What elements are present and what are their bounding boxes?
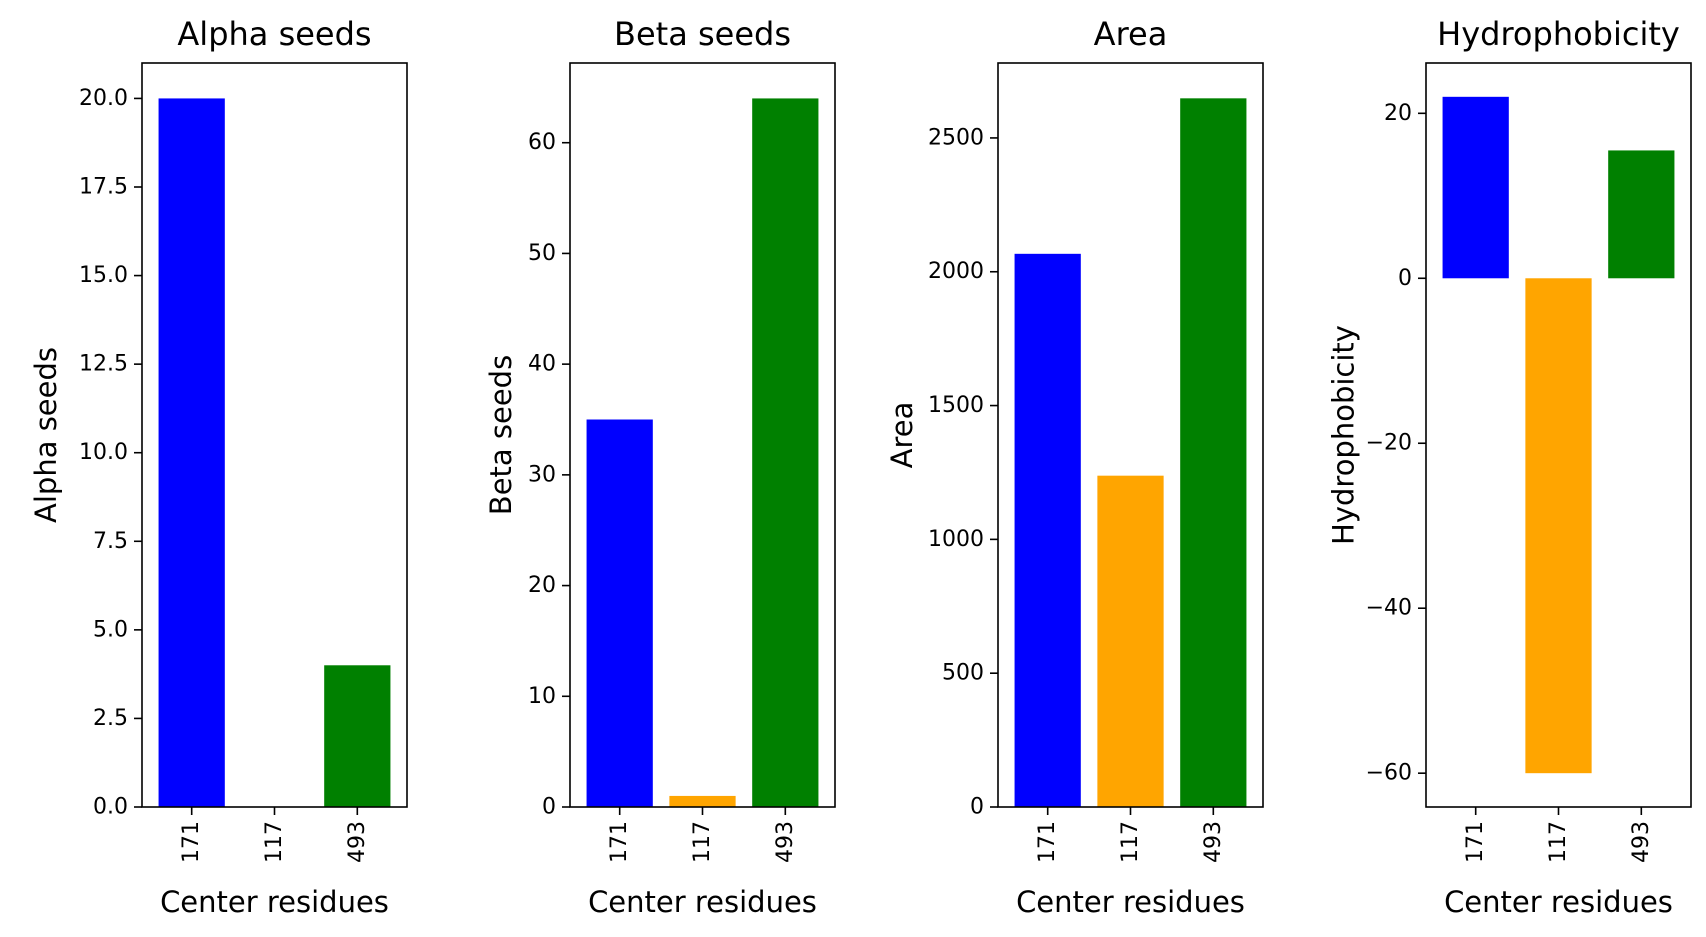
x-tick-label: 171 (1463, 821, 1488, 863)
y-tick-label: 20 (1384, 101, 1412, 126)
subplot-title: Area (1094, 15, 1168, 53)
y-tick-label: 2.5 (93, 706, 128, 731)
y-tick-label: 10 (528, 684, 556, 709)
x-axis-label: Center residues (1016, 885, 1245, 919)
y-tick-label: −40 (1366, 596, 1412, 621)
bar-493 (752, 98, 819, 807)
y-tick-label: 0.0 (93, 795, 128, 820)
y-tick-label: 2000 (928, 259, 984, 284)
bar-493 (324, 665, 391, 807)
bar-171 (1442, 96, 1509, 279)
bar-171 (158, 98, 225, 807)
x-tick-label: 171 (1035, 821, 1060, 863)
y-tick-label: 0 (1398, 266, 1412, 291)
x-tick-label: 171 (179, 821, 204, 863)
x-tick-label: 493 (1629, 821, 1654, 863)
y-tick-label: 30 (528, 462, 556, 487)
subplot-title: Beta seeds (614, 15, 791, 53)
x-tick-label: 117 (1546, 821, 1571, 863)
y-tick-label: 50 (528, 241, 556, 266)
x-tick-label: 493 (345, 821, 370, 863)
x-tick-label: 117 (1118, 821, 1143, 863)
y-tick-label: 2500 (928, 125, 984, 150)
x-tick-label: 171 (607, 821, 632, 863)
x-axis-label: Center residues (160, 885, 389, 919)
x-tick-label: 117 (690, 821, 715, 863)
y-tick-label: 1000 (928, 527, 984, 552)
y-tick-label: 60 (528, 130, 556, 155)
subplot-3: 0 500 1000 1500 2000 2500 171 117 493 Area Center … (885, 15, 1264, 919)
y-tick-label: 1500 (928, 393, 984, 418)
y-tick-label: 20.0 (79, 86, 128, 111)
subplot-4: −60 −40 −20 0 20 171 117 493 Hydrophobicity Cente… (1327, 15, 1692, 919)
subplot-2: 0 10 20 30 40 50 60 171 117 493 Beta seeds Center r… (484, 15, 836, 919)
bar-493 (1608, 150, 1675, 279)
y-axis-label: Hydrophobicity (1327, 325, 1361, 545)
subplot-title: Alpha seeds (177, 15, 371, 53)
y-tick-label: 7.5 (93, 529, 128, 554)
x-axis-label: Center residues (1444, 885, 1673, 919)
y-tick-label: 0 (542, 795, 556, 820)
x-tick-label: 117 (262, 821, 287, 863)
y-tick-label: 500 (942, 661, 984, 686)
y-tick-label: 17.5 (79, 175, 128, 200)
y-tick-label: −20 (1366, 431, 1412, 456)
bar-117 (1525, 278, 1592, 774)
y-tick-label: 10.0 (79, 440, 128, 465)
x-axis-label: Center residues (588, 885, 817, 919)
y-tick-label: 12.5 (79, 352, 128, 377)
x-tick-label: 493 (1201, 821, 1226, 863)
y-tick-label: −60 (1366, 761, 1412, 786)
bar-117 (1097, 475, 1164, 807)
x-tick-label: 493 (773, 821, 798, 863)
subplot-1: 0.0 2.5 5.0 7.5 10.0 12.5 15.0 17.5 20.0 171 117 49… (29, 15, 408, 919)
y-tick-label: 0 (970, 795, 984, 820)
bar-171 (1014, 253, 1081, 807)
y-axis-label: Beta seeds (484, 355, 518, 515)
bar-117 (669, 795, 736, 807)
y-tick-label: 5.0 (93, 617, 128, 642)
subplot-title: Hydrophobicity (1437, 15, 1680, 53)
bar-493 (1180, 98, 1247, 808)
y-axis-label: Area (885, 402, 919, 469)
y-axis-label: Alpha seeds (29, 347, 63, 523)
bar-171 (586, 419, 653, 807)
y-tick-label: 20 (528, 573, 556, 598)
y-tick-label: 40 (528, 352, 556, 377)
y-tick-label: 15.0 (79, 263, 128, 288)
